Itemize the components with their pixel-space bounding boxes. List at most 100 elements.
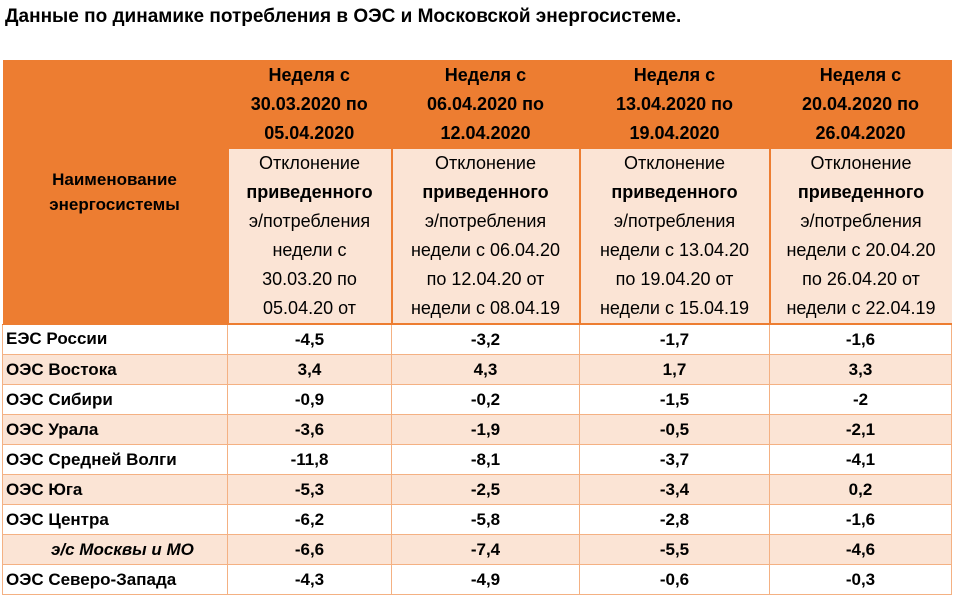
- system-name: ОЭС Сибири: [2, 384, 228, 415]
- value-cell: 3,4: [227, 354, 392, 385]
- week-header-line: 30.03.2020 по: [250, 94, 368, 114]
- consumption-table: Наименование энергосистемы Неделя с 30.0…: [2, 60, 952, 595]
- desc-line-bold: приведенного: [246, 182, 373, 202]
- week-header-line: 26.04.2020: [815, 123, 906, 143]
- week-header-line: 20.04.2020 по: [802, 94, 919, 114]
- week-header: Неделя с 06.04.2020 по 12.04.2020: [391, 60, 580, 149]
- deviation-description: Отклонение приведенного э/потребления не…: [768, 149, 952, 325]
- value-cell: -0,5: [579, 414, 770, 445]
- desc-line: 30.03.20 по: [262, 269, 357, 289]
- desc-line: недели с 15.04.19: [599, 298, 750, 318]
- value-cell: -7,4: [391, 534, 580, 565]
- desc-line: э/потребления: [424, 211, 547, 231]
- week-header: Неделя с 20.04.2020 по 26.04.2020: [769, 60, 952, 149]
- desc-line: по 12.04.20 от: [426, 269, 545, 289]
- value-cell: -6,2: [227, 504, 392, 535]
- desc-line: э/потребления: [248, 211, 371, 231]
- system-name: ОЭС Центра: [2, 504, 228, 535]
- deviation-description: Отклонение приведенного э/потребления не…: [226, 149, 392, 325]
- week-header-line: 06.04.2020 по: [427, 94, 544, 114]
- value-cell: -2: [769, 384, 952, 415]
- value-cell: -3,4: [579, 474, 770, 505]
- desc-line: Отклонение: [624, 153, 725, 173]
- value-cell: -5,8: [391, 504, 580, 535]
- system-name: ОЭС Востока: [2, 354, 228, 385]
- value-cell: -11,8: [227, 444, 392, 475]
- table-row: ЕЭС России -4,5 -3,2 -1,7 -1,6: [2, 324, 952, 355]
- value-cell: -4,3: [227, 564, 392, 595]
- desc-line: недели с 20.04.20: [786, 240, 936, 260]
- value-cell: -2,5: [391, 474, 580, 505]
- value-cell: -3,2: [391, 324, 580, 355]
- system-name: ОЭС Северо-Запада: [2, 564, 228, 595]
- value-cell: -0,9: [227, 384, 392, 415]
- desc-line-bold: приведенного: [797, 182, 925, 202]
- value-cell: 3,3: [769, 354, 952, 385]
- value-cell: -1,9: [391, 414, 580, 445]
- value-cell: -4,6: [769, 534, 952, 565]
- system-name: э/с Москвы и МО: [2, 534, 228, 565]
- value-cell: -2,1: [769, 414, 952, 445]
- desc-line: по 19.04.20 от: [615, 269, 734, 289]
- table-row: ОЭС Центра -6,2 -5,8 -2,8 -1,6: [2, 504, 952, 535]
- page-title: Данные по динамике потребления в ОЭС и М…: [5, 6, 682, 27]
- week-header-line: 12.04.2020: [440, 123, 531, 143]
- week-header-line: 05.04.2020: [264, 123, 355, 143]
- week-header-line: Неделя с: [819, 65, 902, 85]
- week-header-line: Неделя с: [633, 65, 716, 85]
- deviation-description: Отклонение приведенного э/потребления не…: [578, 149, 770, 325]
- desc-line: Отклонение: [810, 153, 912, 173]
- deviation-description: Отклонение приведенного э/потребления не…: [390, 149, 580, 325]
- table-row: ОЭС Востока 3,4 4,3 1,7 3,3: [2, 354, 952, 385]
- value-cell: -4,9: [391, 564, 580, 595]
- desc-line: 05.04.20 от: [263, 298, 356, 318]
- desc-line: недели с 06.04.20: [410, 240, 561, 260]
- value-cell: -8,1: [391, 444, 580, 475]
- table-row: ОЭС Северо-Запада -4,3 -4,9 -0,6 -0,3: [2, 564, 952, 595]
- desc-line-bold: приведенного: [611, 182, 738, 202]
- description-row: Отклонение приведенного э/потребления не…: [3, 149, 952, 325]
- table-row: ОЭС Средней Волги -11,8 -8,1 -3,7 -4,1: [2, 444, 952, 475]
- value-cell: -1,6: [769, 504, 952, 535]
- value-cell: 0,2: [769, 474, 952, 505]
- week-header: Неделя с 13.04.2020 по 19.04.2020: [579, 60, 770, 149]
- table-row: ОЭС Урала -3,6 -1,9 -0,5 -2,1: [2, 414, 952, 445]
- desc-line: по 26.04.20 от: [802, 269, 920, 289]
- table-row: э/с Москвы и МО -6,6 -7,4 -5,5 -4,6: [2, 534, 952, 565]
- system-name-header: Наименование энергосистемы: [2, 60, 228, 325]
- desc-line: Отклонение: [435, 153, 536, 173]
- week-header: Неделя с 30.03.2020 по 05.04.2020: [227, 60, 392, 149]
- value-cell: -1,6: [769, 324, 952, 355]
- week-header-line: 19.04.2020: [629, 123, 720, 143]
- value-cell: 1,7: [579, 354, 770, 385]
- value-cell: -6,6: [227, 534, 392, 565]
- value-cell: -1,7: [579, 324, 770, 355]
- desc-line: э/потребления: [800, 211, 922, 231]
- value-cell: -4,5: [227, 324, 392, 355]
- week-header-line: 13.04.2020 по: [616, 94, 733, 114]
- week-header-row: Наименование энергосистемы Неделя с 30.0…: [2, 60, 952, 325]
- value-cell: -0,6: [579, 564, 770, 595]
- desc-line: недели с: [272, 240, 347, 260]
- value-cell: -1,5: [579, 384, 770, 415]
- system-name: ОЭС Урала: [2, 414, 228, 445]
- system-name: ОЭС Средней Волги: [2, 444, 228, 475]
- desc-line: недели с 08.04.19: [410, 298, 561, 318]
- value-cell: -2,8: [579, 504, 770, 535]
- week-header-line: Неделя с: [268, 65, 350, 85]
- system-name: ОЭС Юга: [2, 474, 228, 505]
- value-cell: 4,3: [391, 354, 580, 385]
- value-cell: -5,3: [227, 474, 392, 505]
- table-row: ОЭС Сибири -0,9 -0,2 -1,5 -2: [2, 384, 952, 415]
- value-cell: -0,3: [769, 564, 952, 595]
- desc-line: э/потребления: [613, 211, 736, 231]
- system-name: ЕЭС России: [2, 324, 228, 355]
- week-header-line: Неделя с: [444, 65, 527, 85]
- desc-line: недели с 13.04.20: [599, 240, 750, 260]
- desc-line-bold: приведенного: [422, 182, 549, 202]
- value-cell: -0,2: [391, 384, 580, 415]
- desc-line: недели с 22.04.19: [786, 298, 936, 318]
- value-cell: -3,7: [579, 444, 770, 475]
- desc-line: Отклонение: [259, 153, 360, 173]
- value-cell: -3,6: [227, 414, 392, 445]
